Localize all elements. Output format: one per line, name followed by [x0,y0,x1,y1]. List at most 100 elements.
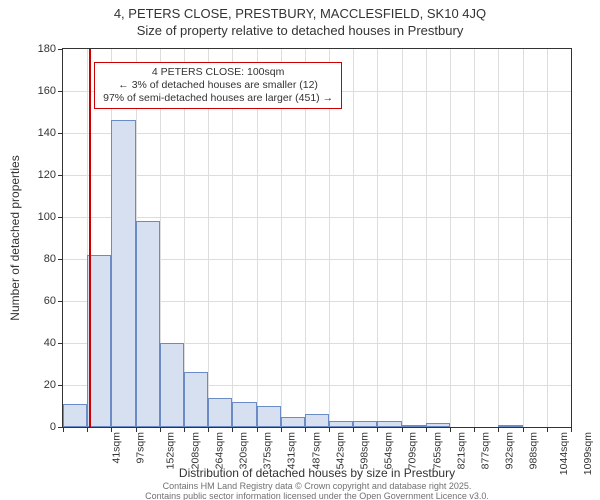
tick-v [305,427,306,432]
histogram-bar [257,406,281,427]
x-tick-label: 152sqm [165,432,177,469]
y-tick-label: 180 [28,43,56,55]
histogram-bar [498,425,522,427]
gridline-v [547,49,548,427]
y-tick-label: 0 [28,421,56,433]
plot-area: 4 PETERS CLOSE: 100sqm← 3% of detached h… [62,48,572,428]
histogram-bar [63,404,87,427]
y-tick-label: 120 [28,169,56,181]
tick-v [523,427,524,432]
x-axis-label: Distribution of detached houses by size … [62,466,572,480]
gridline-v [353,49,354,427]
tick-v [450,427,451,432]
x-tick-label: 821sqm [455,432,467,469]
y-tick-label: 160 [28,85,56,97]
x-tick-label: 598sqm [358,432,370,469]
x-tick-label: 431sqm [286,432,298,469]
gridline-v [377,49,378,427]
annotation-box: 4 PETERS CLOSE: 100sqm← 3% of detached h… [94,62,342,109]
y-tick-label: 80 [28,253,56,265]
title-block: 4, PETERS CLOSE, PRESTBURY, MACCLESFIELD… [0,6,600,40]
histogram-bar [353,421,377,427]
y-tick-label: 40 [28,337,56,349]
chart-root: 4, PETERS CLOSE, PRESTBURY, MACCLESFIELD… [0,0,600,500]
gridline-v [498,49,499,427]
histogram-bar [377,421,401,427]
x-tick-label: 709sqm [407,432,419,469]
x-tick-label: 97sqm [135,432,147,464]
gridline-h [63,133,571,134]
x-tick-label: 320sqm [237,432,249,469]
x-tick-label: 375sqm [262,432,274,469]
tick-v [329,427,330,432]
x-tick-label: 877sqm [479,432,491,469]
tick-h [58,259,63,260]
y-tick-label: 100 [28,211,56,223]
histogram-bar [426,423,450,427]
tick-v [474,427,475,432]
annotation-line1: 4 PETERS CLOSE: 100sqm [103,66,333,79]
x-tick-label: 208sqm [189,432,201,469]
chart-title-sub: Size of property relative to detached ho… [0,23,600,40]
x-tick-label: 41sqm [111,432,123,464]
tick-h [58,49,63,50]
gridline-v [523,49,524,427]
histogram-bar [402,425,426,427]
histogram-bar [305,414,329,427]
tick-v [232,427,233,432]
histogram-bar [208,398,232,427]
histogram-bar [111,120,135,427]
annotation-line3: 97% of semi-detached houses are larger (… [103,92,333,105]
tick-v [426,427,427,432]
tick-v [63,427,64,432]
histogram-bar [329,421,353,427]
gridline-h [63,217,571,218]
histogram-bar [281,417,305,428]
y-tick-label: 140 [28,127,56,139]
tick-v [184,427,185,432]
tick-v [547,427,548,432]
histogram-bar [184,372,208,427]
x-tick-label: 654sqm [383,432,395,469]
tick-v [402,427,403,432]
gridline-h [63,175,571,176]
x-tick-label: 264sqm [213,432,225,469]
tick-h [58,385,63,386]
tick-v [498,427,499,432]
y-axis-label: Number of detached properties [8,155,22,320]
y-tick-label: 60 [28,295,56,307]
tick-h [58,301,63,302]
tick-v [571,427,572,432]
tick-h [58,343,63,344]
tick-v [257,427,258,432]
x-tick-label: 487sqm [310,432,322,469]
x-tick-label: 542sqm [334,432,346,469]
footer-line2: Contains public sector information licen… [145,491,489,500]
x-tick-label: 765sqm [431,432,443,469]
footer-line1: Contains HM Land Registry data © Crown c… [163,481,472,491]
x-tick-label: 932sqm [504,432,516,469]
tick-v [160,427,161,432]
tick-v [87,427,88,432]
tick-h [58,217,63,218]
histogram-bar [160,343,184,427]
gridline-v [402,49,403,427]
tick-h [58,91,63,92]
footer-credit: Contains HM Land Registry data © Crown c… [62,482,572,500]
histogram-bar [136,221,160,427]
tick-h [58,133,63,134]
marker-line [89,49,91,427]
y-tick-label: 20 [28,379,56,391]
annotation-line2: ← 3% of detached houses are smaller (12) [103,79,333,92]
histogram-bar [232,402,256,427]
tick-v [353,427,354,432]
tick-v [377,427,378,432]
tick-v [208,427,209,432]
gridline-v [450,49,451,427]
x-tick-label: 1099sqm [582,432,594,475]
x-tick-label: 988sqm [528,432,540,469]
gridline-v [474,49,475,427]
tick-v [281,427,282,432]
tick-h [58,175,63,176]
gridline-v [426,49,427,427]
